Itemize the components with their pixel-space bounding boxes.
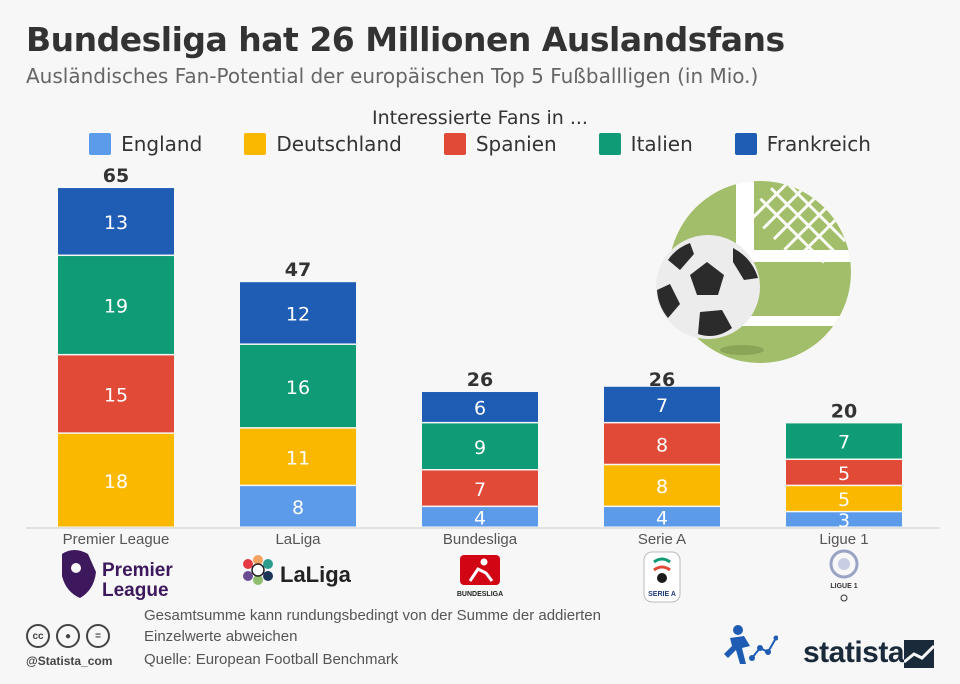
legend-label: Frankreich: [766, 132, 871, 156]
category-label: Ligue 1: [819, 531, 868, 548]
bar-value-label: 8: [656, 476, 668, 498]
bar-value-label: 11: [286, 447, 310, 469]
legend-item: Italien: [598, 132, 693, 156]
bar-segment: [422, 423, 538, 469]
bar-segment: [604, 386, 720, 422]
legend-swatch: [598, 133, 621, 155]
legend-label: England: [121, 132, 203, 156]
category-label: Bundesliga: [443, 531, 518, 548]
svg-text:LaLiga: LaLiga: [280, 562, 352, 587]
svg-text:Premier: Premier: [102, 560, 173, 581]
bar-segment: [240, 486, 356, 527]
cc-icon: cc: [26, 624, 50, 648]
statista-handle: @Statista_com: [26, 654, 113, 668]
legend-label: Deutschland: [276, 132, 402, 156]
bar-value-label: 9: [474, 437, 486, 459]
bar-value-label: 5: [838, 489, 850, 511]
legend-swatch: [89, 133, 112, 155]
bar-segment: [604, 465, 720, 506]
bar-segment: [240, 282, 356, 344]
bar-value-label: 16: [286, 377, 310, 399]
statista-logo: statista: [803, 636, 905, 669]
bar-segment: [422, 392, 538, 422]
bar-value-label: 7: [838, 432, 850, 454]
chart-subtitle: Ausländisches Fan-Potential der europäis…: [26, 64, 759, 88]
bar-value-label: 15: [104, 385, 128, 407]
bar-value-label: 4: [656, 508, 668, 530]
legend-label: Italien: [630, 132, 693, 156]
legend-item: Spanien: [443, 132, 557, 156]
bar-segment: [422, 470, 538, 506]
bar-segment: [58, 188, 174, 255]
bar-value-label: 4: [474, 508, 486, 530]
category-label: Premier League: [63, 531, 170, 548]
serie-a-logo-icon: SERIE A: [643, 551, 681, 603]
football-data-icon: [724, 625, 778, 664]
bar-segment: [786, 423, 902, 459]
bar-total-label: 26: [649, 369, 675, 391]
by-icon: ●: [56, 624, 80, 648]
bar-segment: [422, 507, 538, 527]
chart-title: Bundesliga hat 26 Millionen Auslandsfans: [26, 20, 785, 59]
legend-item: Frankreich: [734, 132, 871, 156]
bar-value-label: 6: [474, 398, 486, 420]
laliga-logo-icon: LaLiga: [243, 555, 352, 587]
bundesliga-logo-icon: BUNDESLIGA: [457, 555, 503, 598]
legend-item: England: [89, 132, 202, 156]
bar-value-label: 3: [838, 510, 850, 532]
category-label: LaLiga: [275, 531, 321, 548]
legend-swatch: [244, 133, 267, 155]
bar-segment: [240, 428, 356, 485]
statista-mark-icon: [904, 640, 934, 668]
bar-segment: [604, 423, 720, 464]
legend-item: Deutschland: [244, 132, 402, 156]
bar-segment: [786, 460, 902, 485]
svg-text:LIGUE 1: LIGUE 1: [830, 583, 857, 590]
nd-icon: =: [86, 624, 110, 648]
bar-segment: [58, 355, 174, 433]
bar-value-label: 13: [104, 212, 128, 234]
bar-segment: [58, 433, 174, 527]
bar-value-label: 19: [104, 296, 128, 318]
source: Quelle: European Football Benchmark: [144, 651, 399, 668]
bar-segment: [240, 344, 356, 428]
category-label: Serie A: [638, 531, 686, 548]
svg-text:League: League: [102, 580, 169, 601]
bar-segment: [58, 256, 174, 354]
bar-total-label: 26: [467, 369, 493, 391]
legend: England Deutschland Spanien Italien Frankrei…: [0, 132, 960, 156]
bar-value-label: 5: [838, 463, 850, 485]
legend-swatch: [734, 133, 757, 155]
bar-value-label: 7: [656, 395, 668, 417]
bar-value-label: 8: [656, 434, 668, 456]
bar-total-label: 47: [285, 259, 311, 281]
legend-label: Spanien: [475, 132, 557, 156]
bar-segment: [786, 486, 902, 511]
football-illustration-icon: [656, 181, 851, 363]
legend-swatch: [443, 133, 466, 155]
bar-total-label: 65: [103, 165, 129, 187]
bar-value-label: 8: [292, 497, 304, 519]
creative-commons-icons: cc ● =: [26, 624, 110, 648]
bar-segment: [604, 507, 720, 527]
bar-value-label: 12: [286, 304, 310, 326]
ligue1-logo-icon: LIGUE 1: [829, 549, 859, 602]
svg-text:BUNDESLIGA: BUNDESLIGA: [457, 591, 503, 598]
bar-segment: [786, 512, 902, 527]
premier-league-logo-icon: Premier League: [62, 550, 173, 601]
bar-total-label: 20: [831, 400, 857, 422]
legend-title: Interessierte Fans in ...: [372, 107, 588, 129]
svg-text:SERIE A: SERIE A: [648, 591, 676, 598]
bar-value-label: 7: [474, 479, 486, 501]
footnote: Gesamtsumme kann rundungsbedingt von der…: [144, 607, 601, 645]
bar-value-label: 18: [104, 471, 128, 493]
